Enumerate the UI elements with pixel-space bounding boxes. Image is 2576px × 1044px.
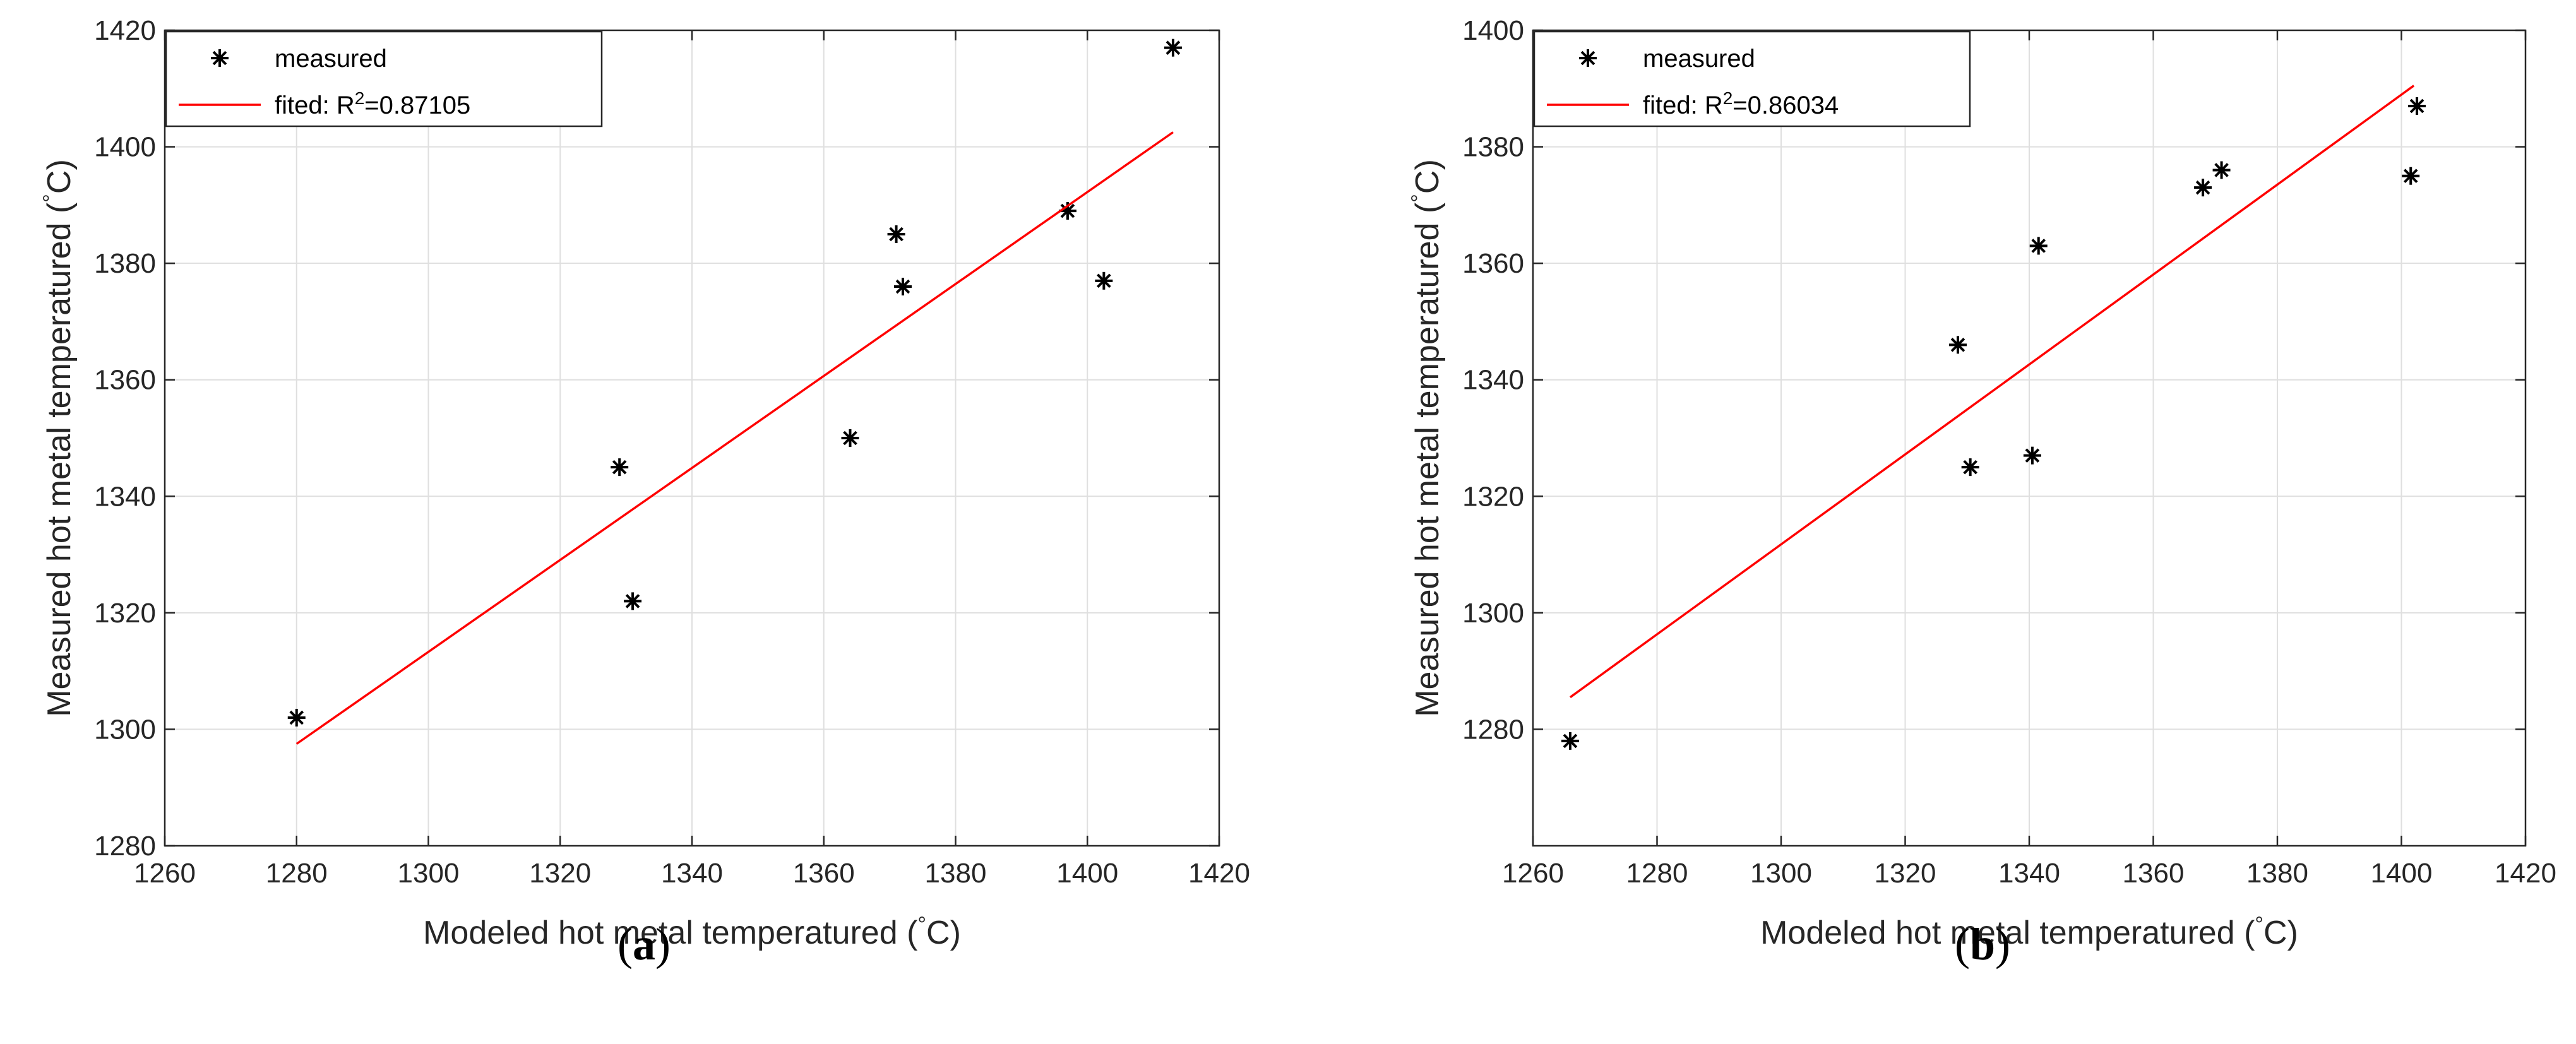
data-point xyxy=(1095,271,1113,290)
x-tick-label: 1340 xyxy=(661,858,723,889)
grid-lines xyxy=(1532,30,2526,846)
x-tick-label: 1300 xyxy=(398,858,460,889)
data-point xyxy=(887,225,905,243)
data-point xyxy=(2408,97,2426,115)
y-tick-label: 1400 xyxy=(1462,15,1524,46)
y-axis-label: Measured hot metal temperatured (°C) xyxy=(1407,159,1446,717)
x-tick-label: 1340 xyxy=(1998,858,2060,889)
data-point xyxy=(2029,237,2048,255)
data-point xyxy=(894,278,912,296)
legend: measured fited: R2=0.86034 xyxy=(1533,30,1971,128)
y-tick-label: 1280 xyxy=(94,831,156,862)
data-point xyxy=(1949,336,1967,354)
y-tick-label: 1280 xyxy=(1462,714,1524,745)
fit-line xyxy=(295,131,1174,745)
data-point xyxy=(611,458,629,477)
chart-panel-a: 1260 1280 1300 1320 1340 1360 1380 1400 1420 1280… xyxy=(39,15,1250,970)
legend-entry: measured xyxy=(275,45,387,73)
data-point xyxy=(1561,732,1579,750)
legend-box xyxy=(165,30,603,128)
chart-b-caption: (b) xyxy=(1954,919,2010,970)
y-axis-label: Measured hot metal temperatured (°C) xyxy=(39,159,78,717)
data-point xyxy=(841,429,859,447)
data-point xyxy=(1164,39,1182,57)
data-point xyxy=(1961,458,1979,477)
y-tick-label: 1300 xyxy=(94,714,156,745)
legend-entry: fited: R2=0.87105 xyxy=(275,88,470,120)
x-tick-label: 1400 xyxy=(1056,858,1118,889)
y-tick-label: 1380 xyxy=(94,248,156,279)
x-tick-label: 1280 xyxy=(266,858,328,889)
chart-panel-b: 1260 1280 1300 1320 1340 1360 1380 1400 1420 1280… xyxy=(1288,0,2576,1044)
data-point xyxy=(2023,446,2041,465)
x-tick-label: 1320 xyxy=(1875,858,1936,889)
x-tick-label: 1360 xyxy=(793,858,855,889)
legend-entry: fited: R2=0.86034 xyxy=(1643,88,1839,120)
x-tick-label: 1360 xyxy=(2123,858,2185,889)
data-point xyxy=(287,708,306,727)
data-point xyxy=(2194,179,2212,197)
legend: measured fited: R2=0.87105 xyxy=(165,30,603,128)
fit-line xyxy=(1569,85,2415,699)
y-tick-label: 1320 xyxy=(94,598,156,629)
x-axis-label: Modeled hot metal temperatured (°C) xyxy=(1760,913,2298,951)
y-tick-label: 1400 xyxy=(94,132,156,163)
x-tick-label: 1380 xyxy=(2246,858,2308,889)
legend-entry: measured xyxy=(1643,45,1755,73)
x-axis-label: Modeled hot metal temperatured (°C) xyxy=(423,913,961,951)
chart-a-caption: (a) xyxy=(617,919,671,970)
y-tick-label: 1320 xyxy=(1462,481,1524,512)
x-tick-label: 1260 xyxy=(134,858,196,889)
x-tick-label: 1280 xyxy=(1626,858,1688,889)
y-tick-label: 1360 xyxy=(1462,248,1524,279)
x-tick-label: 1320 xyxy=(529,858,591,889)
x-tick-label: 1300 xyxy=(1750,858,1812,889)
x-tick-label: 1420 xyxy=(2495,858,2556,889)
chart-b-svg: 1260 1280 1300 1320 1340 1360 1380 1400 1420 1280… xyxy=(1407,15,2556,951)
y-tick-label: 1420 xyxy=(94,15,156,46)
y-tick-label: 1340 xyxy=(94,481,156,512)
data-point xyxy=(2212,161,2231,179)
chart-a-svg: 1260 1280 1300 1320 1340 1360 1380 1400 14201280… xyxy=(39,15,1250,951)
y-tick-label: 1340 xyxy=(1462,365,1524,396)
x-tick-label: 1420 xyxy=(1188,858,1250,889)
legend-box xyxy=(1533,30,1971,128)
data-point xyxy=(624,592,642,610)
data-point xyxy=(2402,167,2420,185)
legend-marker-swatch xyxy=(211,49,229,67)
x-tick-label: 1380 xyxy=(925,858,987,889)
y-tick-label: 1360 xyxy=(94,365,156,396)
x-tick-label: 1400 xyxy=(2371,858,2433,889)
x-tick-label: 1260 xyxy=(1502,858,1564,889)
y-tick-label: 1380 xyxy=(1462,132,1524,163)
y-tick-label: 1300 xyxy=(1462,598,1524,629)
grid-lines xyxy=(164,30,1220,846)
legend-marker-swatch xyxy=(1579,49,1597,67)
